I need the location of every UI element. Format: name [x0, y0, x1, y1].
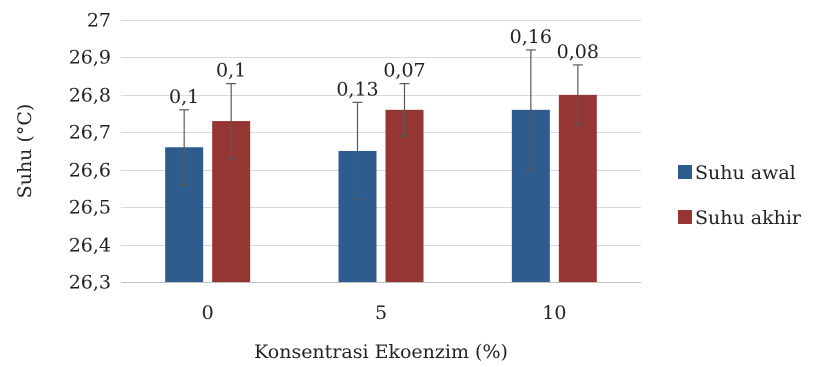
- y-tick-label: 26,3: [69, 272, 111, 294]
- error-bars: [179, 49, 583, 201]
- x-axis-ticks: 0 5 10: [202, 302, 567, 324]
- y-tick-label: 26,9: [69, 47, 111, 69]
- x-tick-label: 0: [202, 302, 214, 324]
- x-tick-label: 10: [542, 302, 566, 324]
- x-axis-title: Konsentrasi Ekoenzim (%): [254, 341, 508, 363]
- legend: Suhu awal Suhu akhir: [678, 162, 802, 229]
- error-bar: [572, 64, 583, 126]
- y-tick-label: 26,7: [69, 122, 111, 144]
- y-axis-title: Suhu (°C): [14, 104, 36, 199]
- gridlines: [121, 20, 641, 246]
- error-bar: [352, 101, 363, 201]
- data-label: 0,1: [216, 60, 246, 82]
- error-bar: [179, 109, 190, 186]
- bars: [165, 94, 597, 282]
- bar-suhu-akhir-10: [558, 94, 597, 282]
- y-tick-label: 26,8: [69, 85, 111, 107]
- x-tick-label: 5: [375, 302, 387, 324]
- legend-label: Suhu awal: [695, 162, 796, 184]
- y-tick-label: 27: [87, 10, 111, 32]
- y-tick-label: 26,6: [69, 160, 111, 182]
- error-bar: [525, 49, 536, 171]
- y-axis-ticks: 26,3 26,4 26,5 26,6 26,7 26,8 26,9 27: [69, 10, 111, 294]
- legend-item: Suhu awal: [678, 162, 796, 184]
- error-bar: [226, 83, 237, 160]
- legend-item: Suhu akhir: [678, 207, 802, 229]
- y-tick-label: 26,5: [69, 197, 111, 219]
- bar-suhu-akhir-5: [385, 109, 424, 282]
- data-label: 0,13: [336, 78, 378, 100]
- error-bar: [399, 83, 410, 137]
- data-label: 0,07: [383, 60, 425, 82]
- y-tick-label: 26,4: [69, 235, 111, 257]
- legend-swatch: [678, 165, 692, 179]
- legend-swatch: [678, 210, 692, 224]
- data-labels: 0,1 0,1 0,130,07 0,160,08: [169, 26, 599, 108]
- data-label: 0,16: [510, 26, 552, 48]
- data-label: 0,08: [557, 41, 599, 63]
- legend-label: Suhu akhir: [695, 207, 802, 229]
- data-label: 0,1: [169, 86, 199, 108]
